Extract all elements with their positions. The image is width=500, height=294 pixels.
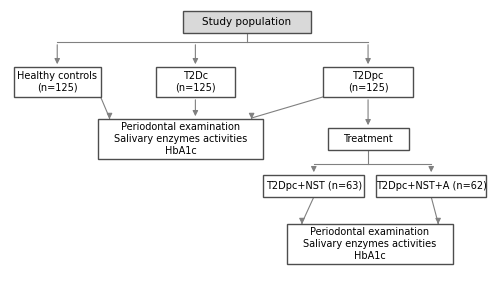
Text: T2Dpc+NST (n=63): T2Dpc+NST (n=63) xyxy=(266,181,362,191)
Text: Periodontal examination
Salivary enzymes activities
HbA1c: Periodontal examination Salivary enzymes… xyxy=(114,122,247,156)
FancyBboxPatch shape xyxy=(182,11,311,33)
Text: T2Dc
(n=125): T2Dc (n=125) xyxy=(175,71,216,93)
Text: Treatment: Treatment xyxy=(343,134,393,144)
Text: Periodontal examination
Salivary enzymes activities
HbA1c: Periodontal examination Salivary enzymes… xyxy=(304,227,436,260)
FancyBboxPatch shape xyxy=(14,67,101,97)
FancyBboxPatch shape xyxy=(264,175,364,197)
FancyBboxPatch shape xyxy=(98,119,264,159)
FancyBboxPatch shape xyxy=(287,224,453,264)
Text: Healthy controls
(n=125): Healthy controls (n=125) xyxy=(17,71,97,93)
Text: Study population: Study population xyxy=(202,17,292,27)
Text: T2Dpc+NST+A (n=62): T2Dpc+NST+A (n=62) xyxy=(376,181,486,191)
FancyBboxPatch shape xyxy=(376,175,486,197)
FancyBboxPatch shape xyxy=(328,128,408,150)
FancyBboxPatch shape xyxy=(322,67,414,97)
FancyBboxPatch shape xyxy=(156,67,235,97)
Text: T2Dpc
(n=125): T2Dpc (n=125) xyxy=(348,71,389,93)
